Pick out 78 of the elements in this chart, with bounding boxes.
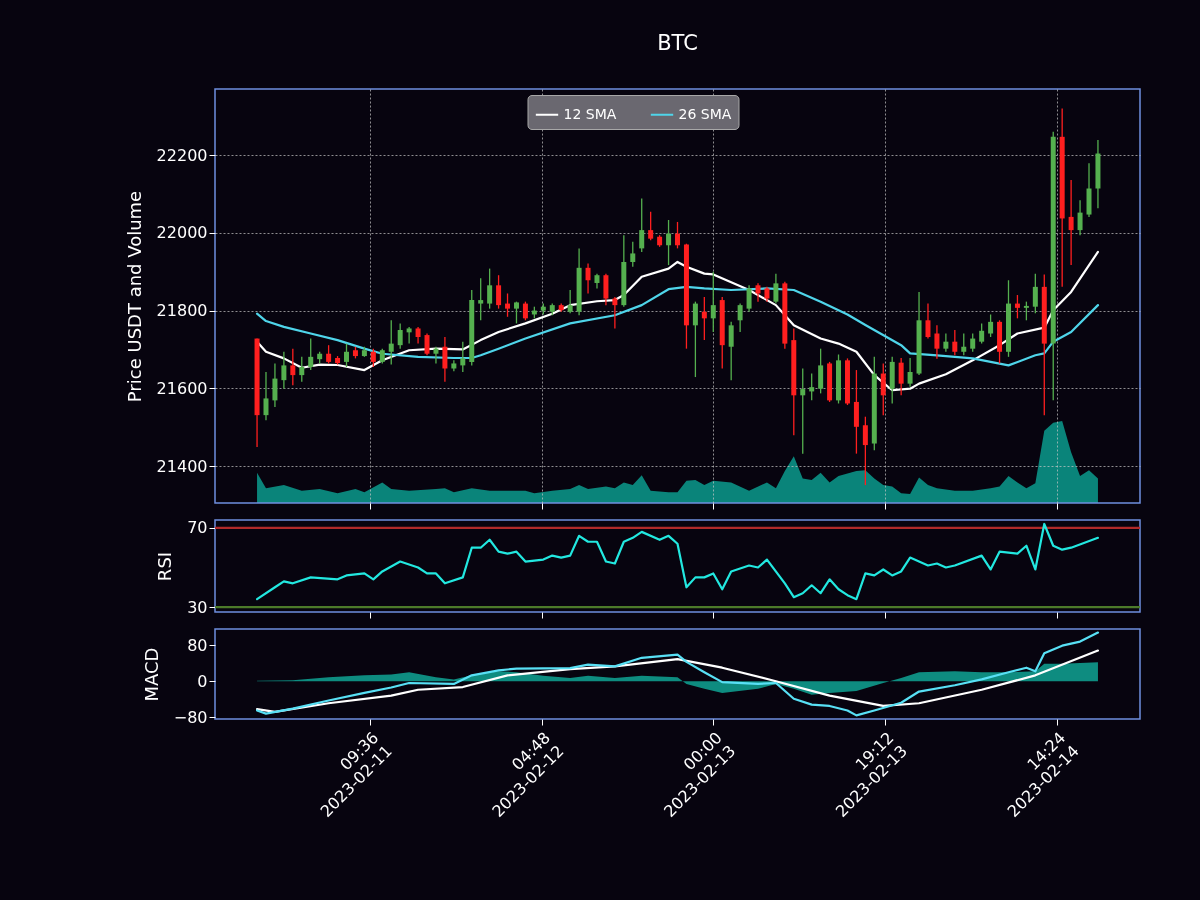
candlestick bbox=[478, 277, 484, 321]
candlestick bbox=[701, 296, 707, 341]
candlestick bbox=[344, 342, 349, 368]
y-tick-label: 70 bbox=[187, 518, 208, 538]
candlestick bbox=[755, 282, 761, 303]
candlestick bbox=[460, 341, 466, 373]
candlestick bbox=[970, 332, 976, 353]
candlestick bbox=[952, 329, 958, 356]
candlestick bbox=[326, 344, 332, 365]
y-tick-label: 80 bbox=[187, 635, 208, 655]
candlestick bbox=[388, 319, 394, 366]
y-axis-title: Price USDT and Volume bbox=[123, 190, 145, 403]
y-tick-label: 30 bbox=[187, 597, 208, 617]
candlestick bbox=[943, 332, 949, 353]
candlestick bbox=[728, 321, 734, 381]
candlestick bbox=[710, 271, 716, 333]
y-tick-label: 21400 bbox=[156, 456, 208, 476]
candlestick bbox=[281, 351, 287, 390]
candlestick bbox=[603, 273, 609, 306]
candlestick bbox=[934, 324, 940, 360]
candlestick bbox=[1068, 179, 1074, 266]
candlestick bbox=[818, 348, 824, 395]
candlestick bbox=[648, 211, 654, 241]
candlestick bbox=[666, 219, 672, 266]
candlestick bbox=[1014, 294, 1020, 319]
y-tick-label: 22200 bbox=[156, 145, 208, 165]
line-series bbox=[255, 631, 1100, 717]
candlestick bbox=[692, 300, 698, 378]
candlestick bbox=[263, 371, 269, 421]
candlestick bbox=[299, 356, 305, 383]
line-series bbox=[255, 285, 1100, 367]
y-tick-label: 0 bbox=[197, 671, 208, 691]
candlestick bbox=[979, 322, 985, 345]
candlestick bbox=[424, 332, 430, 356]
candlestick bbox=[397, 322, 403, 350]
legend-label: 26 SMA bbox=[678, 105, 732, 122]
y-tick-label: 21800 bbox=[156, 301, 208, 321]
candlestick bbox=[880, 362, 886, 416]
candlestick bbox=[370, 348, 376, 368]
legend-label: 12 SMA bbox=[563, 105, 617, 122]
candlestick bbox=[630, 241, 636, 268]
candlestick bbox=[585, 262, 591, 295]
y-axis-title: RSI bbox=[154, 551, 176, 582]
candlestick bbox=[442, 336, 448, 383]
candlestick bbox=[1023, 300, 1029, 321]
candlestick bbox=[988, 313, 994, 338]
candlestick bbox=[612, 296, 618, 330]
line-series bbox=[255, 522, 1100, 601]
candlestick bbox=[433, 346, 439, 365]
line-series bbox=[255, 649, 1100, 713]
candlestick bbox=[272, 362, 278, 408]
candlestick bbox=[1032, 273, 1038, 314]
candlestick bbox=[290, 348, 296, 386]
candlestick bbox=[961, 332, 967, 356]
y-axis-title: MACD bbox=[140, 647, 162, 702]
y-tick-label: 21600 bbox=[156, 378, 208, 398]
y-tick-label: −80 bbox=[173, 707, 208, 727]
chart-title: BTC bbox=[657, 31, 698, 55]
candlestick bbox=[639, 197, 645, 253]
y-tick-label: 22000 bbox=[156, 223, 208, 243]
candlestick bbox=[925, 302, 931, 340]
candlestick bbox=[1077, 199, 1083, 236]
candlestick bbox=[737, 302, 743, 333]
candlestick bbox=[898, 357, 904, 396]
candlestick bbox=[773, 273, 779, 305]
candlestick bbox=[800, 367, 806, 455]
candlestick bbox=[907, 357, 913, 388]
candlestick bbox=[406, 326, 412, 345]
candlestick bbox=[862, 416, 868, 486]
candlestick bbox=[809, 372, 815, 402]
candlestick bbox=[675, 221, 680, 250]
candlestick bbox=[522, 300, 528, 321]
candlestick bbox=[496, 274, 502, 310]
candlestick bbox=[505, 292, 511, 318]
candlestick bbox=[308, 337, 314, 371]
candlestick bbox=[746, 284, 752, 313]
candlestick bbox=[567, 289, 573, 314]
candlestick bbox=[487, 267, 493, 310]
